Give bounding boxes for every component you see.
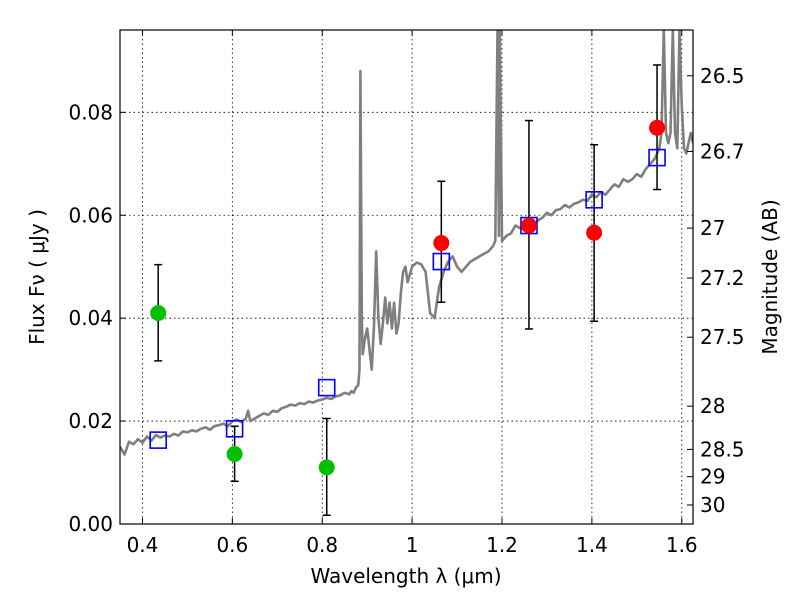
magnitude-tick-label: 26.5: [700, 64, 745, 88]
y-tick-label: 0.00: [68, 512, 113, 536]
y-axis: 0.00 0.02 0.04 0.06 0.08: [68, 100, 126, 536]
x-tick-label: 0.8: [306, 533, 338, 557]
circle-layer: [150, 119, 666, 476]
model-photometry-point: [648, 148, 666, 167]
magnitude-tick-label: 29: [700, 465, 725, 489]
magnitude-tick-label: 30: [700, 493, 725, 517]
y-tick-label: 0.08: [68, 100, 113, 124]
magnitude-tick-label: 28.5: [700, 437, 745, 461]
magnitude-axis-label: Magnitude (AB): [758, 199, 782, 354]
magnitude-tick-label: 27.5: [700, 325, 745, 349]
x-tick-label: 1.6: [666, 533, 698, 557]
model-photometry-point: [149, 431, 167, 449]
y-tick-label: 0.06: [68, 203, 113, 227]
x-tick-label: 1.2: [486, 533, 518, 557]
model-photometry-point: [317, 378, 336, 397]
magnitude-axis: 26.5 26.7 27 27.2 27.5 28 28.5 29 30: [687, 64, 745, 517]
y-tick-label: 0.04: [68, 306, 113, 330]
magnitude-tick-label: 26.7: [700, 139, 745, 163]
data-point: [433, 235, 450, 252]
magnitude-tick-label: 28: [700, 394, 725, 418]
data-point: [649, 119, 666, 136]
x-axis: 0.4 0.6 0.8 1 1.2 1.4 1.6: [127, 30, 698, 557]
data-point: [226, 446, 243, 463]
model-photometry-point: [585, 191, 603, 209]
x-tick-label: 0.6: [216, 533, 248, 557]
data-point: [520, 217, 537, 234]
x-tick-label: 1.4: [576, 533, 608, 557]
model-photometry-point: [432, 252, 451, 271]
magnitude-tick-label: 27: [700, 216, 725, 240]
plot-layer: [120, 30, 693, 517]
x-tick-label: 0.4: [127, 533, 159, 557]
data-point: [586, 224, 603, 241]
model-photometry-point: [225, 420, 244, 438]
magnitude-tick-label: 27.2: [700, 266, 745, 290]
x-axis-label: Wavelength λ (μm): [310, 564, 501, 588]
x-tick-label: 1: [406, 533, 419, 557]
data-point: [318, 459, 335, 476]
plot-frame: [119, 29, 694, 525]
y-axis-label: Flux Fν ( μJy ): [25, 209, 49, 345]
y-tick-label: 0.02: [68, 409, 113, 433]
data-point: [150, 305, 167, 322]
